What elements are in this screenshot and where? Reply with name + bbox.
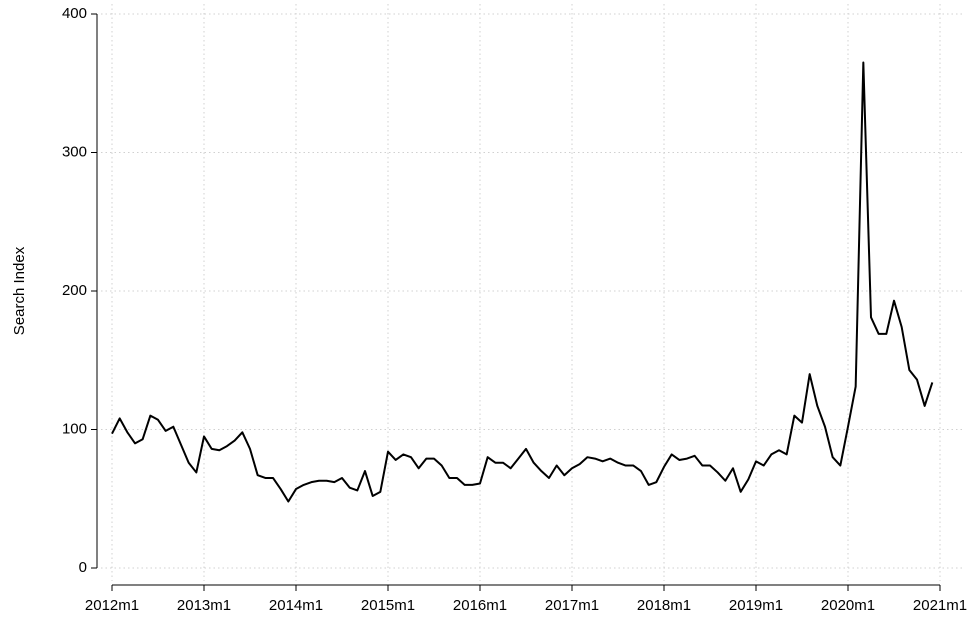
y-tick-label: 400 xyxy=(62,5,87,22)
x-tick-label: 2013m1 xyxy=(177,597,231,614)
x-tick-label: 2015m1 xyxy=(361,597,415,614)
x-tick-label: 2021m1 xyxy=(913,597,967,614)
x-tick-label: 2018m1 xyxy=(637,597,691,614)
y-tick-label: 300 xyxy=(62,143,87,160)
y-tick-label: 200 xyxy=(62,282,87,299)
x-tick-label: 2014m1 xyxy=(269,597,323,614)
x-tick-label: 2012m1 xyxy=(85,597,139,614)
x-tick-label: 2017m1 xyxy=(545,597,599,614)
line xyxy=(111,61,934,503)
x-tick-label: 2016m1 xyxy=(453,597,507,614)
y-tick-label: 0 xyxy=(79,559,87,576)
x-tick-label: 2020m1 xyxy=(821,597,875,614)
x-tick-label: 2019m1 xyxy=(729,597,783,614)
y-axis-label: Search Index xyxy=(11,246,28,335)
y-tick-label: 100 xyxy=(62,420,87,437)
